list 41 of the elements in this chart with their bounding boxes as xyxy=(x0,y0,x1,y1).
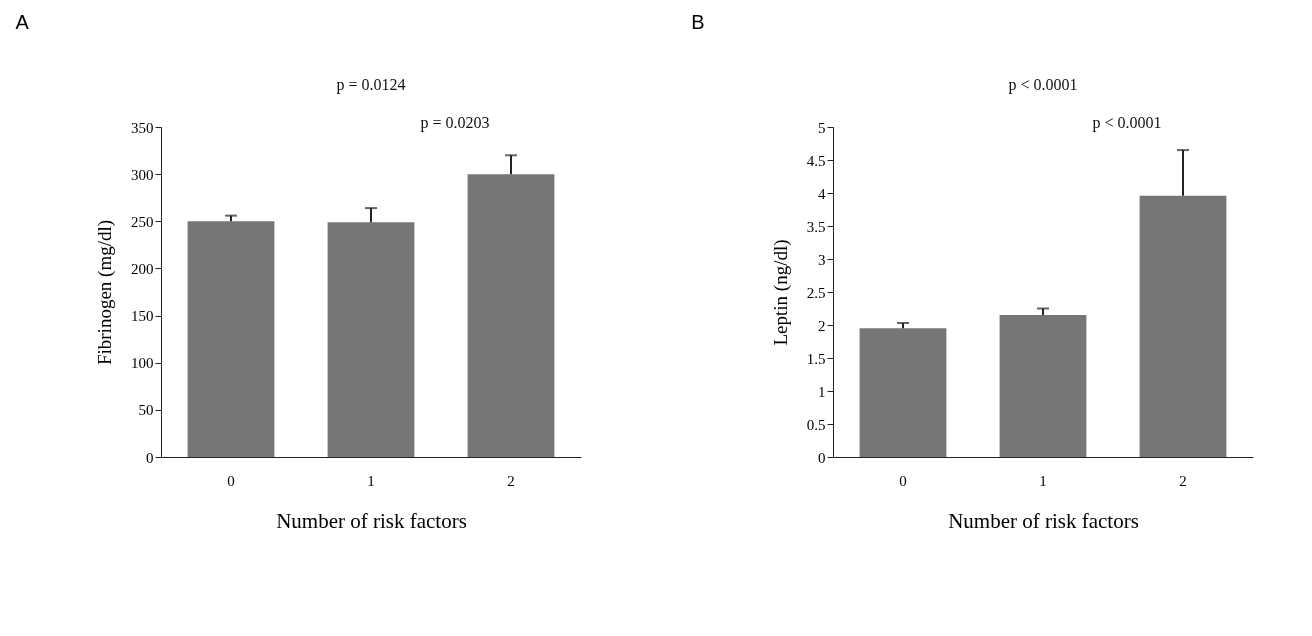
text: p < 0.0001 xyxy=(1008,76,1078,94)
annotation: p = 0.0203 xyxy=(420,114,490,132)
x-tick-label: 0 xyxy=(227,472,235,489)
text: p = 0.0124 xyxy=(336,76,406,94)
y-tick-label: 0 xyxy=(146,449,154,466)
y-tick-label: 100 xyxy=(131,355,154,372)
x-tick-label: 1 xyxy=(367,472,375,489)
x-axis-title: Number of risk factors xyxy=(276,508,467,533)
y-tick-label: 1.5 xyxy=(806,350,826,367)
y-tick-label: 4.5 xyxy=(806,152,826,169)
y-tick-label: 0.5 xyxy=(806,416,826,433)
y-tick-label: 3.5 xyxy=(806,218,826,235)
bar xyxy=(859,328,947,457)
x-axis-title: Number of risk factors xyxy=(948,508,1139,533)
bar xyxy=(327,222,415,457)
y-tick-label: 250 xyxy=(131,213,154,230)
y-tick-label: 0 xyxy=(818,449,826,466)
y-tick-label: 50 xyxy=(138,402,154,419)
bar xyxy=(467,174,555,457)
x-tick-label: 2 xyxy=(1179,472,1187,489)
bar xyxy=(187,221,275,457)
y-axis-title: Leptin (ng/dl) xyxy=(769,239,792,346)
x-tick-label: 1 xyxy=(1039,472,1047,489)
y-tick-label: 350 xyxy=(131,119,154,136)
y-tick-label: 4 xyxy=(818,185,826,202)
annotation: p < 0.0001 xyxy=(1092,114,1162,132)
bar xyxy=(999,315,1087,457)
y-tick-label: 1 xyxy=(818,383,826,400)
y-tick-label: 300 xyxy=(131,166,154,183)
y-tick-label: 2.5 xyxy=(806,284,826,301)
y-tick-label: 200 xyxy=(131,260,154,277)
chart-title: A xyxy=(15,11,30,33)
bar xyxy=(1139,195,1227,457)
y-tick-label: 3 xyxy=(818,251,826,268)
y-tick-label: 150 xyxy=(131,308,154,325)
chart-title: B xyxy=(691,11,705,33)
x-tick-label: 0 xyxy=(899,472,907,489)
y-axis-title: Fibrinogen (mg/dl) xyxy=(94,219,116,366)
y-tick-label: 5 xyxy=(818,119,826,136)
y-tick-label: 2 xyxy=(818,317,826,334)
x-tick-label: 2 xyxy=(507,472,515,489)
